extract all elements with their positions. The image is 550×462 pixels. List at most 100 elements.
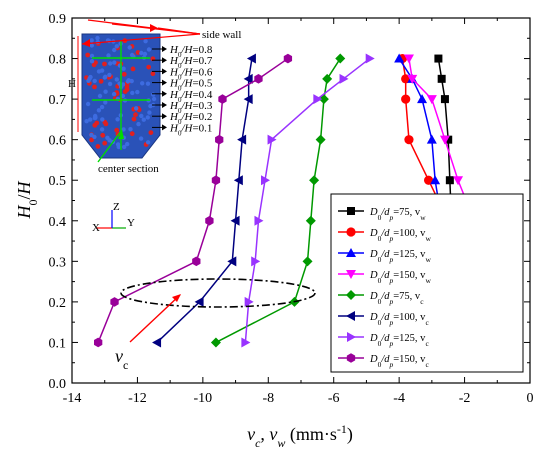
level-arrow-head (162, 68, 167, 75)
legend-items: D0/dp=75, vw D0/dp=100, vw D0/dp=125, vw D0… (338, 207, 431, 369)
particle (107, 72, 112, 78)
particle (145, 115, 150, 120)
data-point (246, 53, 256, 64)
legend-label: D0/dp=125, vc (369, 333, 429, 348)
legend-marker (346, 270, 356, 279)
center-section-annotation: center section (97, 129, 159, 175)
particle-highlight (129, 131, 135, 137)
legend-label: D0/dp=75, vw (369, 207, 426, 222)
x-tick-label: -8 (262, 391, 274, 406)
x-tick-label: -4 (393, 391, 405, 406)
particle-highlight (102, 61, 107, 67)
legend-item: D0/dp=125, vc (338, 332, 429, 348)
data-point (439, 135, 450, 145)
particle (151, 96, 157, 102)
data-point (417, 94, 428, 104)
legend-marker (347, 332, 356, 342)
vc-arrow-head (172, 294, 181, 302)
data-point (243, 94, 253, 105)
particle (128, 127, 133, 132)
data-point (309, 175, 320, 186)
data-point (218, 94, 227, 104)
inset-bed-illustration: H (68, 33, 161, 159)
data-point (453, 176, 464, 186)
particle (114, 44, 120, 49)
particle (121, 66, 126, 71)
particle (103, 100, 108, 105)
legend-item: D0/dp=100, vc (338, 311, 429, 327)
level-arrow-head (162, 124, 167, 131)
legend-item: D0/dp=75, vw (338, 207, 426, 222)
particle-highlight (121, 71, 127, 77)
level-text: H0/H=0.3 (169, 100, 213, 115)
data-point (244, 296, 254, 307)
particle-highlight (150, 71, 156, 77)
particle (135, 89, 140, 95)
y-tick-label: 0.0 (49, 377, 67, 392)
particle (126, 78, 131, 83)
data-point (254, 74, 263, 84)
particle (105, 135, 110, 140)
particle (139, 50, 144, 56)
particle (136, 121, 141, 127)
particle (89, 38, 94, 43)
data-point (211, 175, 221, 186)
particle (122, 144, 127, 150)
particle (89, 43, 95, 48)
particle-highlight (93, 60, 98, 65)
level-arrow-head (162, 102, 167, 108)
particle-highlight (146, 64, 152, 70)
particle (134, 106, 139, 111)
particle-highlight (135, 50, 141, 55)
level-arrow-head (162, 79, 167, 86)
x-tick-label: -14 (63, 391, 82, 406)
data-point (401, 74, 411, 84)
level-arrow-head (162, 57, 167, 64)
svg-text:X: X (92, 222, 100, 234)
particle-highlight (95, 144, 101, 149)
particle (99, 104, 105, 110)
particle (93, 113, 98, 119)
series-5 (210, 53, 346, 348)
particle (112, 47, 117, 53)
legend-label: D0/dp=150, vc (369, 354, 429, 369)
level-text: H0/H=0.5 (169, 78, 213, 93)
particle (92, 78, 97, 84)
data-point (241, 337, 251, 348)
legend-marker (346, 353, 356, 363)
h-label: H (68, 78, 76, 90)
axes-triad: X Z Y (92, 201, 135, 234)
particle (114, 77, 120, 82)
particle (89, 53, 95, 59)
data-point (94, 337, 103, 348)
data-point (404, 135, 414, 145)
particle (115, 117, 120, 122)
particle (116, 144, 121, 150)
particle (86, 78, 91, 84)
data-point (283, 53, 293, 64)
data-point (437, 74, 446, 83)
particle (125, 141, 130, 147)
legend-label: D0/dp=150, vw (369, 270, 431, 285)
legend-label: D0/dp=75, vc (369, 291, 424, 306)
legend-marker (347, 207, 355, 215)
particle (140, 81, 145, 86)
data-point (315, 134, 326, 145)
particle (92, 134, 97, 140)
data-point (152, 337, 162, 348)
particle (106, 53, 111, 58)
data-point (267, 134, 277, 145)
particle (108, 61, 113, 66)
legend-item: D0/dp=75, vc (338, 290, 424, 306)
level-text: H0/H=0.8 (169, 44, 213, 59)
particle (111, 91, 117, 97)
particle (142, 51, 148, 57)
data-point (434, 54, 443, 63)
particle (99, 127, 105, 132)
particle-highlight (92, 84, 97, 90)
data-point (227, 256, 237, 267)
legend-label: D0/dp=100, vw (369, 228, 431, 243)
y-tick-label: 0.4 (49, 215, 67, 230)
data-point (305, 215, 316, 226)
data-point (110, 297, 119, 307)
